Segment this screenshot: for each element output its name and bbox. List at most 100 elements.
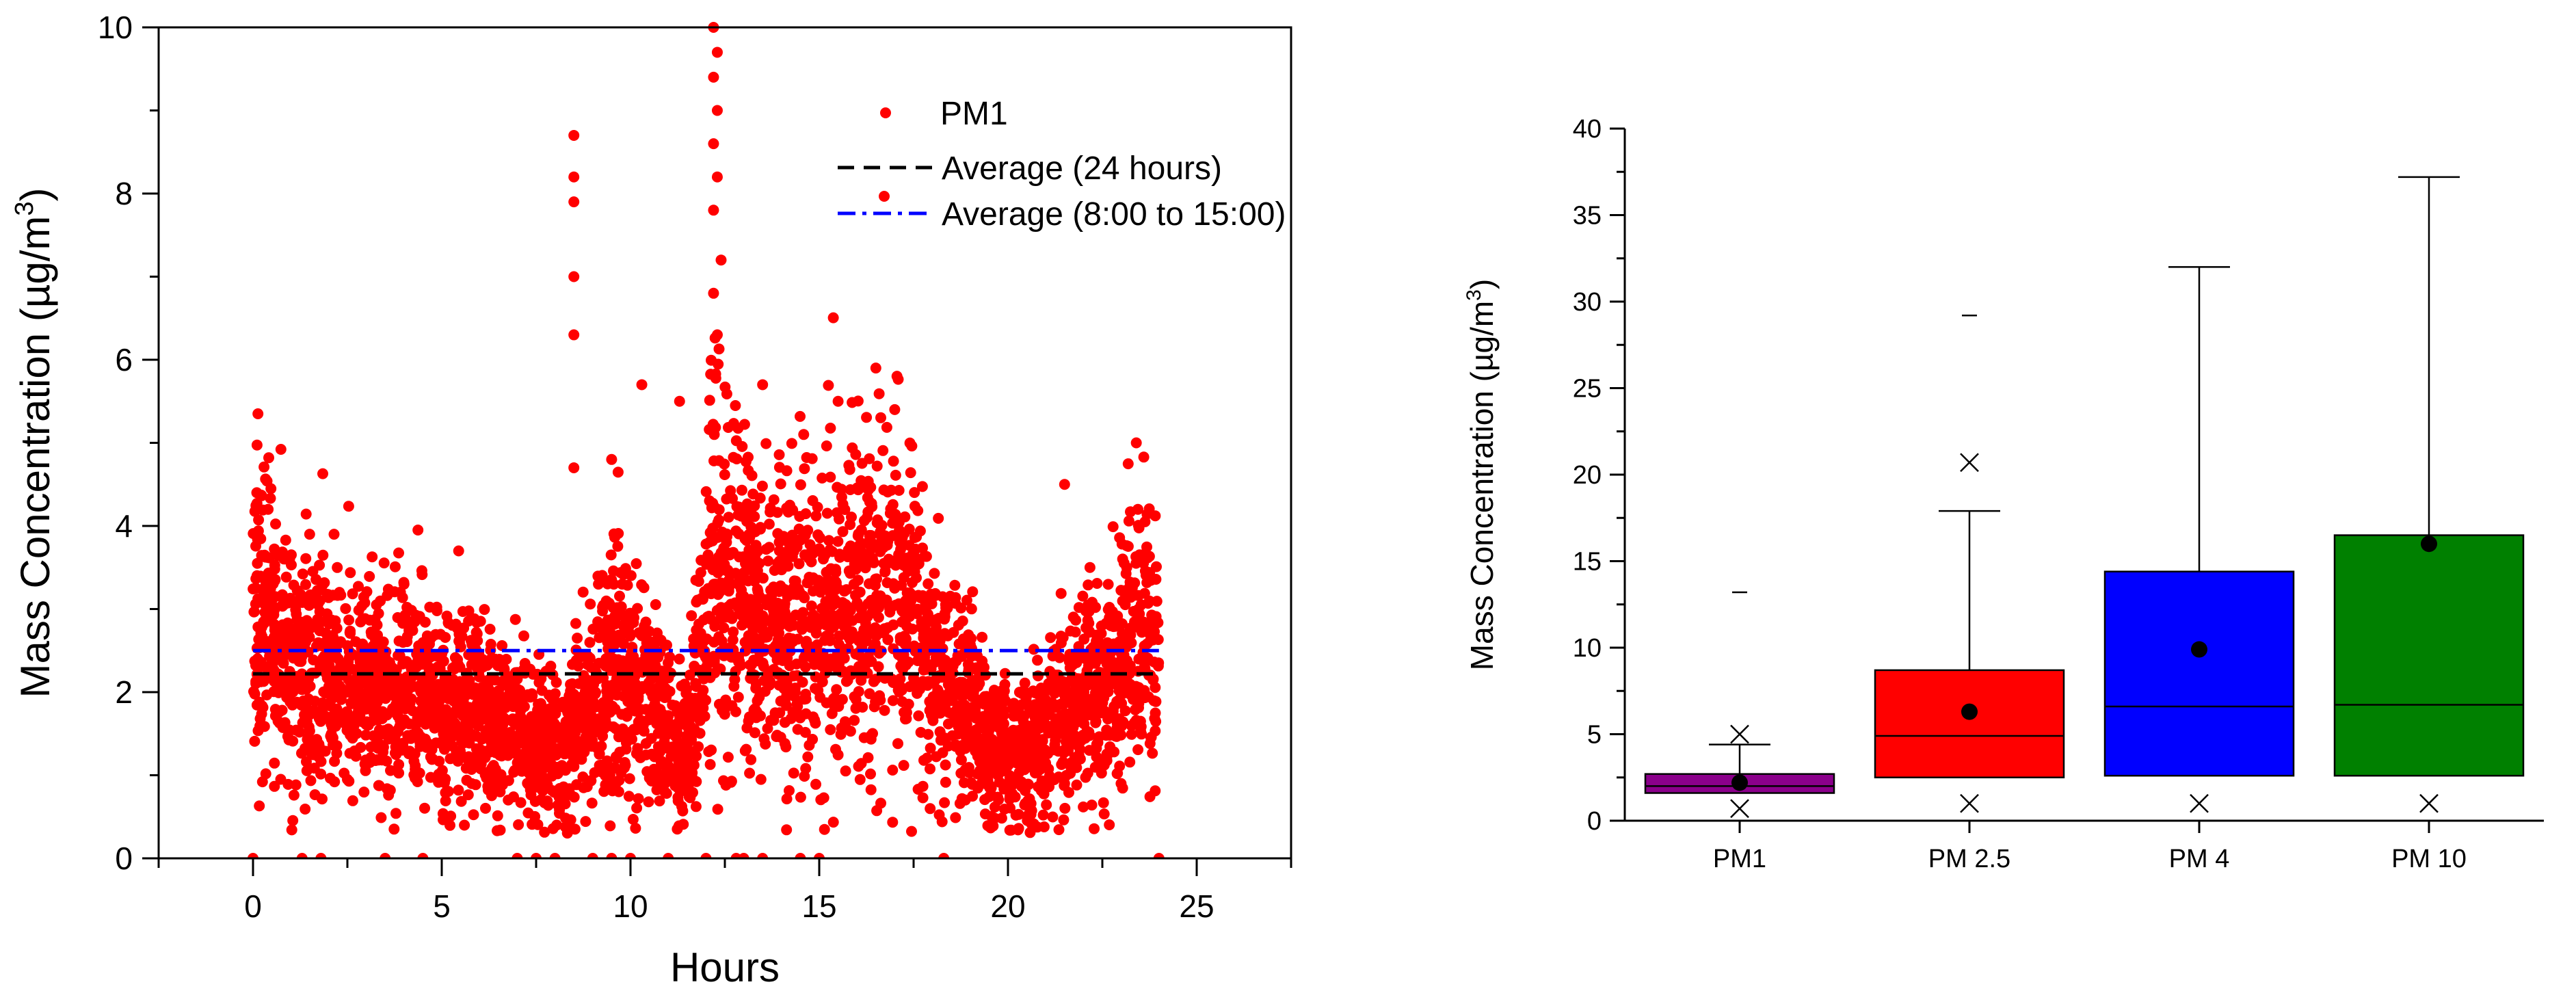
pm1-point [704, 758, 716, 770]
pm1-point [925, 803, 936, 815]
pm1-point [570, 618, 581, 629]
pm1-point [1133, 522, 1145, 533]
pm1-point [890, 509, 901, 520]
pm1-point [968, 675, 980, 687]
pm1-point [282, 778, 294, 790]
pm1-point [317, 549, 329, 561]
pm1-point [586, 797, 598, 809]
pm1-point [934, 726, 946, 737]
pm1-point [589, 673, 600, 685]
pm1-point [760, 614, 771, 626]
pm1-point [343, 614, 355, 626]
pm1-point [1082, 767, 1093, 779]
pm1-point [936, 816, 948, 828]
pm1-zero-point [814, 853, 825, 858]
pm1-point [816, 473, 828, 484]
pm1-point [1116, 698, 1128, 709]
pm1-point [810, 717, 821, 729]
pm1-point [434, 663, 446, 674]
pm1-point [938, 662, 949, 674]
pm1-point [1104, 639, 1115, 650]
pm1-point [526, 711, 537, 722]
pm1-point [389, 748, 401, 758]
pm1-point [367, 551, 378, 563]
pm1-point [669, 700, 681, 711]
pm1-point [275, 444, 287, 455]
pm1-point [690, 801, 702, 813]
pm1-point [730, 400, 741, 411]
pm1-point [1104, 602, 1115, 613]
pm1-point [1022, 756, 1033, 767]
pm1-point [1048, 721, 1059, 732]
pm1-point [393, 635, 405, 647]
pm1-point [728, 681, 740, 692]
pm1-point [792, 700, 804, 712]
pm1-point [453, 545, 464, 557]
pm1-point [816, 676, 828, 687]
pm1-point [674, 653, 685, 665]
pm1-point [612, 466, 624, 478]
pm1-peak-point [1130, 437, 1142, 449]
pm1-point [1074, 753, 1086, 765]
pm1-point [1107, 657, 1119, 668]
pm1-point [909, 501, 920, 512]
pm1-point [845, 484, 856, 495]
pm1-point [922, 638, 933, 649]
pm1-point [609, 703, 621, 715]
pm1-point [865, 481, 877, 493]
pm1-point [827, 817, 839, 828]
pm1-point [1144, 791, 1156, 802]
pm1-point [268, 609, 280, 620]
pm1-point [605, 627, 616, 639]
pm1-point [602, 636, 613, 648]
pm1-point [312, 613, 323, 625]
pm1-point [321, 672, 333, 684]
legend-pm1-marker [880, 107, 891, 118]
pm1-point [440, 795, 451, 806]
pm1-point [396, 686, 408, 698]
pm1-point [797, 676, 808, 688]
pm1-point [420, 718, 431, 730]
pm1-point [561, 828, 573, 839]
pm1-point [865, 530, 877, 541]
pm1-point [1117, 782, 1128, 794]
box-ticks: 0 5 10 15 20 25 30 35 40 PM1 PM 2.5 PM 4 PM 10 [1573, 115, 2544, 873]
pm1-zero-point [315, 853, 327, 858]
pm1-point [939, 797, 951, 808]
pm1-point [721, 493, 732, 505]
pm1-point [643, 635, 655, 647]
pm1-peak-point [1059, 479, 1070, 490]
pm1-point [755, 523, 766, 535]
pm1-point [606, 574, 618, 585]
pm1-point [1090, 715, 1102, 727]
pm1-point [574, 699, 585, 711]
pm1-point [412, 525, 424, 536]
pm1-peak-point [708, 71, 719, 83]
pm1-point [1092, 679, 1104, 691]
box-pm4 [2103, 266, 2295, 813]
pm1-point [871, 573, 882, 585]
pm1-point [480, 802, 491, 814]
pm1-point [888, 619, 899, 631]
pm1-point [823, 535, 835, 546]
pm1-point [466, 638, 478, 650]
pm1-point [378, 557, 390, 569]
y-tick-label: 0 [115, 841, 133, 876]
average-lines [253, 648, 1159, 676]
box-y-tick-label: 20 [1573, 461, 1602, 490]
pm1-point [260, 473, 271, 485]
pm1-point [1058, 747, 1070, 758]
pm1-point [536, 795, 548, 806]
pm1-point [297, 616, 308, 628]
pm1-point [659, 778, 671, 789]
pm1-point [774, 562, 785, 574]
pm1-point [395, 719, 406, 731]
pm1-point [561, 734, 573, 745]
pm1-point [345, 567, 356, 579]
pm1-point [947, 667, 959, 678]
pm1-point [770, 609, 782, 621]
pm1-point [979, 794, 991, 806]
pm1-point [278, 553, 290, 565]
pm1-point [933, 512, 944, 524]
pm1-point [800, 508, 812, 520]
